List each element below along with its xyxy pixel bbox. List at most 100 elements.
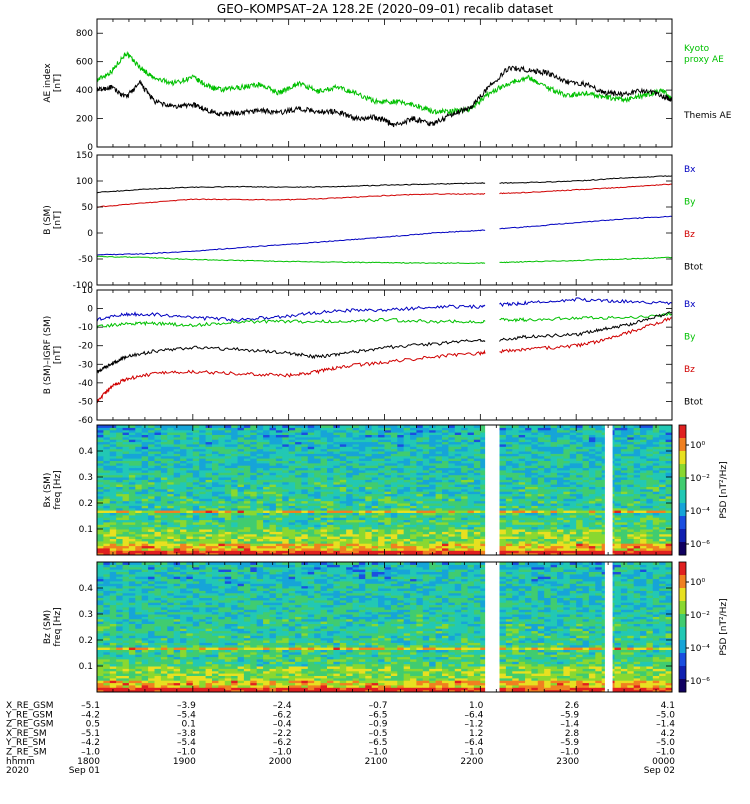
y-axis-label-line: B (SM)–IGRF (SM) [43, 316, 53, 394]
series-line [97, 351, 485, 403]
y-tick-label: -60 [78, 416, 93, 426]
ephemeris-year: 2020 [6, 766, 29, 776]
y-tick-label: 400 [76, 86, 93, 96]
series-line [500, 313, 673, 322]
y-tick-label: 800 [76, 29, 93, 39]
y-tick-label: -40 [78, 379, 93, 389]
ephemeris-value: 2300 [556, 757, 579, 767]
y-axis-label: AE index[nT] [43, 63, 63, 103]
data-gap [605, 425, 613, 555]
panel-frame [97, 155, 672, 285]
legend-entry: Btot [684, 398, 703, 408]
y-tick-label: 50 [82, 203, 94, 213]
series-line [97, 183, 485, 193]
series-btot [97, 176, 672, 193]
ephemeris-value: 2200 [460, 757, 483, 767]
spectrogram-cells [97, 425, 673, 556]
series-line [500, 298, 673, 306]
y-tick-label: 0.4 [79, 447, 94, 457]
y-axis-label: Bx (SM)freq [Hz] [43, 470, 63, 509]
legend-entry: Bx [684, 300, 696, 310]
legend-entry: Btot [684, 263, 703, 273]
series-line [500, 184, 673, 194]
y-tick-label: 10 [82, 286, 94, 296]
y-tick-label: 100 [76, 177, 93, 187]
colorbar: 10⁰ 10⁻² 10⁻⁴ 10⁻⁶ PSD [nT²/Hz] [679, 562, 729, 693]
y-axis-label-line: freq [Hz] [53, 607, 63, 646]
y-tick-label: 0.1 [79, 525, 93, 535]
legend-entry: proxy AE [684, 55, 724, 65]
y-tick-label: -30 [78, 360, 93, 370]
y-axis-label-line: [nT] [53, 74, 63, 92]
figure-title: GEO–KOMPSAT–2A 128.2E (2020–09–01) recal… [217, 2, 553, 16]
y-tick-label: 0 [87, 229, 93, 239]
y-axis-label: B (SM)[nT] [43, 205, 63, 235]
y-tick-label: 0.2 [79, 636, 93, 646]
colorbar-tick-label: 10⁻⁶ [690, 540, 710, 550]
y-tick-label: -10 [78, 323, 93, 333]
colorbar-tick-label: 10⁰ [690, 578, 705, 588]
panel-b_igrf: -60 -50 -40 -30 -20 -10 0 10 B (SM)–IGRF (SM)[nT… [43, 286, 703, 426]
series-line [97, 305, 485, 321]
ephemeris-value: 2000 [269, 757, 292, 767]
series-by [97, 256, 672, 264]
series-line [500, 257, 673, 262]
y-tick-label: 600 [76, 58, 93, 68]
ephemeris-value: 1900 [173, 757, 196, 767]
colorbar-tick-label: 10⁻⁴ [690, 644, 710, 654]
colorbar-tick-label: 10⁻⁴ [690, 507, 710, 517]
y-axis-label-line: [nT] [53, 346, 63, 364]
colorbar-tick-label: 10⁻² [690, 474, 710, 484]
y-tick-label: -20 [78, 342, 93, 352]
y-axis-label-line: [nT] [53, 211, 63, 229]
y-tick-label: 0.2 [79, 499, 93, 509]
colorbar-tick-label: 10⁻² [690, 611, 710, 621]
series-line [97, 194, 485, 208]
legend-entry: By [684, 333, 696, 343]
series-bx [97, 216, 672, 255]
series-line [500, 312, 673, 342]
colorbar-label: PSD [nT²/Hz] [719, 598, 729, 655]
series-line [97, 230, 485, 255]
series-themis-ae [97, 66, 672, 127]
series-line [97, 339, 485, 373]
legend-entry: Themis AE [683, 111, 732, 121]
panel-frame [97, 290, 672, 420]
ephemeris-end-date: Sep 02 [644, 766, 675, 776]
colorbar-tick-label: 10⁰ [690, 441, 705, 451]
series-line [97, 256, 485, 264]
series-line [500, 216, 673, 229]
y-axis-label-line: AE index [43, 63, 53, 103]
legend-entry: Bz [684, 230, 695, 240]
ephemeris-start-date: Sep 01 [69, 766, 100, 776]
series-line [500, 176, 673, 184]
ephemeris-value: 2100 [365, 757, 388, 767]
y-tick-label: 200 [76, 115, 93, 125]
y-tick-label: 0.4 [79, 584, 94, 594]
legend-entry: Kyoto [684, 44, 710, 54]
y-axis-label-line: Bx (SM) [43, 473, 53, 508]
series-bx [97, 298, 672, 322]
y-tick-label: 0.3 [79, 473, 93, 483]
legend-entry: By [684, 198, 696, 208]
legend-entry: Bx [684, 165, 696, 175]
colorbar-label: PSD [nT²/Hz] [719, 461, 729, 518]
data-gap [605, 562, 613, 692]
series-line [97, 66, 672, 127]
data-gap [485, 425, 499, 555]
y-tick-label: -50 [78, 397, 93, 407]
legend-entry: Bz [684, 365, 695, 375]
y-tick-label: 0.3 [79, 610, 93, 620]
series-by [97, 313, 672, 329]
data-gap [485, 562, 499, 692]
colorbar-tick-label: 10⁻⁶ [690, 677, 710, 687]
y-tick-label: 0.1 [79, 662, 93, 672]
y-tick-label: 0 [87, 305, 93, 315]
colorbar: 10⁰ 10⁻² 10⁻⁴ 10⁻⁶ PSD [nT²/Hz] [679, 425, 729, 556]
